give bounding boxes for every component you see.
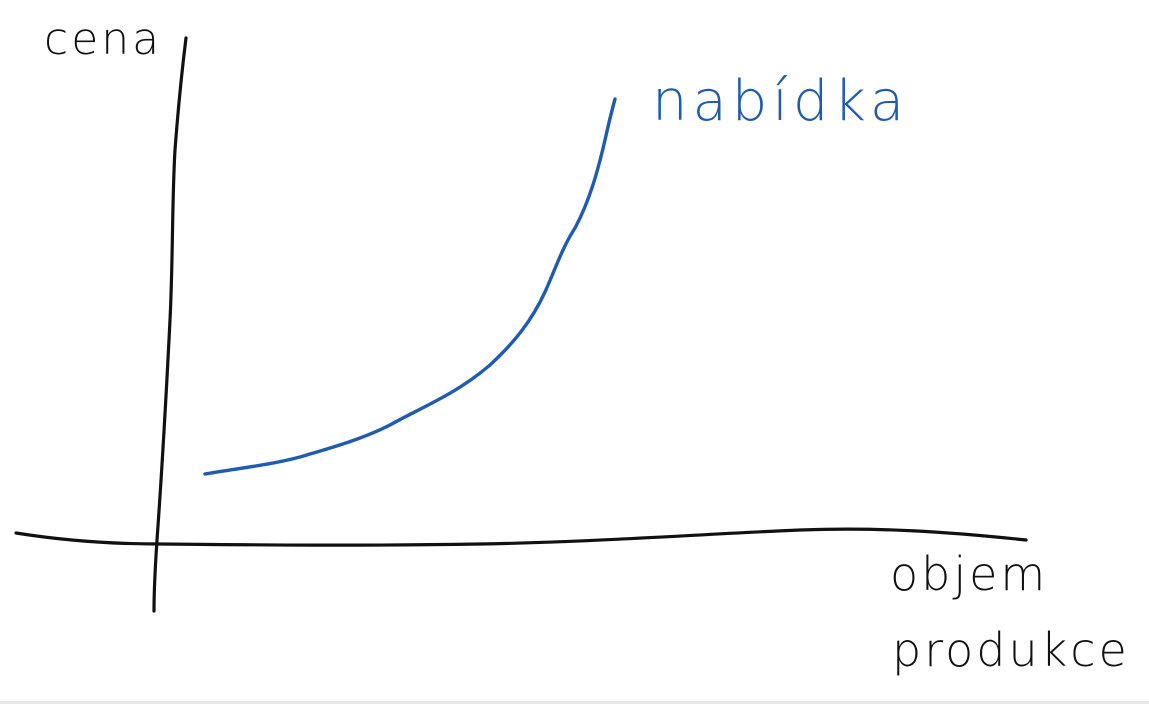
x-axis xyxy=(14,527,1028,547)
bottom-divider xyxy=(0,701,1149,704)
supply-curve xyxy=(203,97,617,476)
x-axis-label-line2: produkce xyxy=(892,623,1130,677)
x-axis-label-line1: objem xyxy=(890,547,1048,601)
y-axis xyxy=(152,36,188,613)
y-axis-label: cena xyxy=(44,14,162,65)
curve-label: nabídka xyxy=(652,69,909,134)
